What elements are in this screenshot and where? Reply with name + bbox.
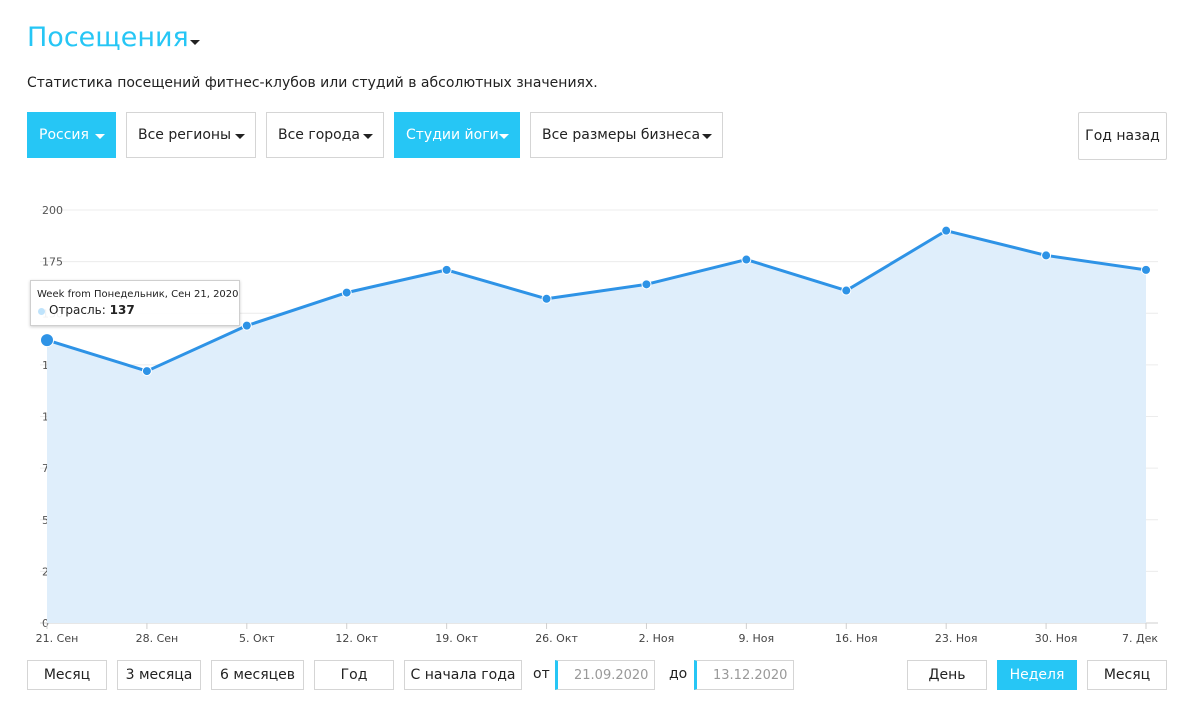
data-point [141,366,152,377]
tooltip-value: 137 [109,303,135,317]
x-tick-label: 7. Дек [1122,632,1158,645]
period-ytd-button[interactable]: С начала года [404,660,522,690]
chevron-down-icon [95,134,105,139]
chevron-down-icon [499,134,509,139]
date-from-input[interactable]: 21.09.2020 [555,660,655,690]
chevron-down-icon [363,134,373,139]
date-from-label: от [533,666,550,682]
country-filter[interactable]: Россия [27,112,116,158]
x-tick-label: 26. Окт [535,632,578,645]
y-tick-label: 0 [42,617,49,630]
data-point [441,264,452,275]
x-tick-label: 2. Ноя [639,632,675,645]
data-point [741,254,752,265]
x-tick-label: 5. Окт [239,632,275,645]
tooltip-series-marker-icon [38,308,45,315]
period-month-button[interactable]: Месяц [27,660,107,690]
y-tick-label: 200 [42,204,63,217]
page-subtitle: Статистика посещений фитнес-клубов или с… [27,75,598,91]
chevron-down-icon [235,134,245,139]
city-filter[interactable]: Все города [266,112,384,158]
granularity-month-button[interactable]: Месяц [1087,660,1167,690]
region-filter[interactable]: Все регионы [126,112,256,158]
page-title[interactable]: Посещения [27,22,189,53]
data-point [241,320,252,331]
x-tick-label: 30. Ноя [1035,632,1078,645]
title-dropdown-caret-icon[interactable] [190,40,200,45]
business-size-filter-label: Все размеры бизнеса [542,127,701,143]
business-type-filter[interactable]: Студии йоги [394,112,520,158]
x-tick-label: 16. Ноя [835,632,878,645]
granularity-week-button[interactable]: Неделя [997,660,1077,690]
period-3-months-button[interactable]: 3 месяца [117,660,201,690]
date-to-label: до [669,666,688,682]
period-year-button[interactable]: Год [314,660,394,690]
x-tick-label: 9. Ноя [739,632,775,645]
region-filter-label: Все регионы [138,127,232,143]
chart-tooltip: Week from Понедельник, Сен 21, 2020 Отра… [30,280,240,326]
country-filter-label: Россия [39,127,89,143]
series-line [46,229,1147,373]
business-type-filter-label: Студии йоги [406,127,499,143]
period-6-months-button[interactable]: 6 месяцев [211,660,304,690]
tooltip-series: Отрасль: 137 [49,303,135,317]
city-filter-label: Все города [278,127,360,143]
chevron-down-icon [702,134,712,139]
business-size-filter[interactable]: Все размеры бизнеса [530,112,723,158]
data-point [941,225,952,236]
x-tick-label: 19. Окт [435,632,478,645]
data-point [341,287,352,298]
x-tick-label: 28. Сен [136,632,179,645]
tooltip-header: Week from Понедельник, Сен 21, 2020 [37,289,239,300]
series-area [47,230,1146,623]
y-tick-label: 175 [42,256,63,269]
x-tick-label: 21. Сен [36,632,79,645]
year-ago-button[interactable]: Год назад [1078,112,1167,160]
x-tick-label: 12. Окт [335,632,378,645]
data-point [841,285,852,296]
data-point [641,279,652,290]
data-point [1141,264,1151,275]
granularity-day-button[interactable]: День [907,660,987,690]
data-point [40,333,54,348]
data-point [541,293,552,304]
data-point [1041,250,1052,261]
tooltip-series-label: Отрасль: [49,303,106,317]
date-to-input[interactable]: 13.12.2020 [694,660,794,690]
x-tick-label: 23. Ноя [935,632,978,645]
